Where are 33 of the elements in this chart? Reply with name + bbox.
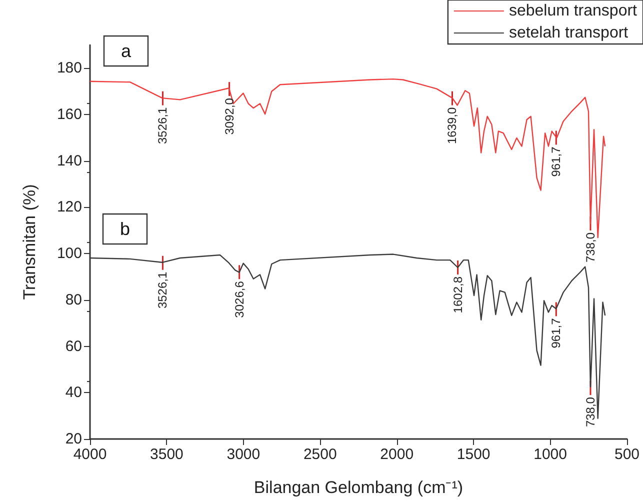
y-tick-label: 180	[56, 60, 82, 77]
annotation: 738,0	[583, 232, 598, 262]
y-tick-label: 160	[56, 106, 82, 124]
y-tick-label: 100	[56, 245, 82, 262]
x-tick-label: 1000	[534, 446, 567, 463]
y-tick-label: 20	[65, 430, 82, 448]
x-tick-label: 2500	[303, 446, 337, 463]
y-tick-label: 120	[56, 198, 82, 216]
annotation: 3026,6	[232, 280, 246, 318]
x-tick-label: 3000	[226, 446, 260, 463]
x-tick-label: 3500	[150, 446, 184, 463]
y-axis-title: Transmitan (%)	[20, 184, 39, 300]
x-axis-title: Bilangan Gelombang (cm⁻¹)	[254, 478, 464, 497]
annotation: 3092,0	[222, 98, 236, 135]
y-tick-label: 80	[65, 291, 82, 308]
annotation: 961,7	[549, 146, 564, 177]
y-tick-label: 140	[56, 152, 82, 170]
y-tick-label: 40	[65, 384, 82, 402]
annotation: 3526,1	[156, 272, 170, 309]
y-tick-label: 60	[65, 338, 82, 355]
annotation: 1602,8	[450, 276, 465, 314]
annotation: b	[120, 219, 130, 239]
x-tick-label: 4000	[73, 446, 107, 463]
annotation: a	[120, 41, 132, 61]
legend-label: sebelum transport	[508, 2, 638, 20]
annotation: 738,0	[583, 396, 598, 428]
x-tick-label: 500	[614, 446, 640, 463]
annotation: 961,7	[549, 318, 564, 348]
legend-label: setelah transport	[508, 24, 629, 42]
x-tick-label: 2000	[380, 446, 414, 463]
annotation: 1639,0	[445, 106, 460, 144]
x-tick-label: 1500	[456, 446, 490, 463]
annotation: 3526,1	[156, 106, 170, 144]
